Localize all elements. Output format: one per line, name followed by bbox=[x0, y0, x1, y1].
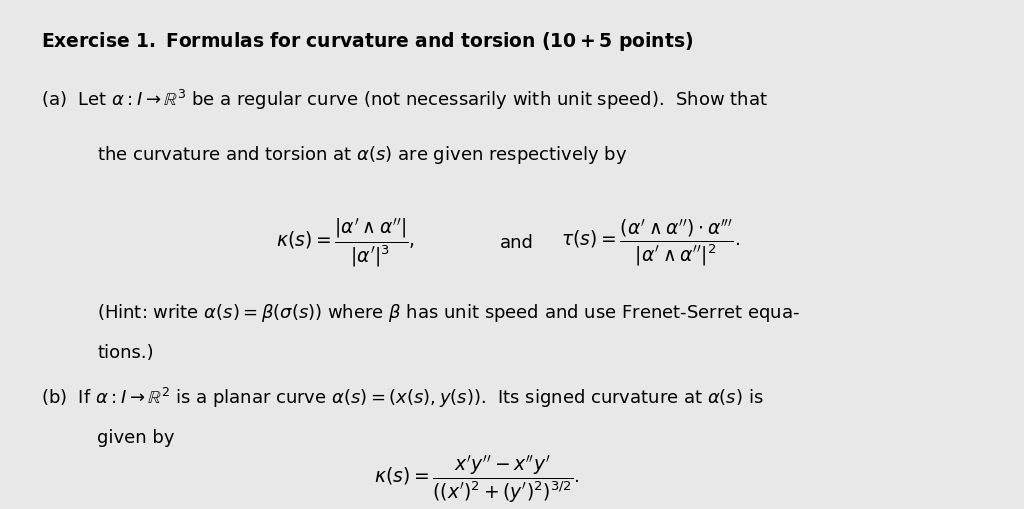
Text: $\tau(s) = \dfrac{(\alpha' \wedge \alpha'') \cdot \alpha'''}{|\alpha' \wedge \al: $\tau(s) = \dfrac{(\alpha' \wedge \alpha… bbox=[561, 217, 740, 268]
Text: tions.): tions.) bbox=[97, 344, 154, 361]
Text: (b)  If $\alpha : I \rightarrow \mathbb{R}^2$ is a planar curve $\alpha(s) = (x(: (b) If $\alpha : I \rightarrow \mathbb{R… bbox=[41, 385, 764, 409]
Text: $\mathbf{Exercise\ 1.\ Formulas\ for\ curvature\ and\ torsion\ (10 + 5\ points)}: $\mathbf{Exercise\ 1.\ Formulas\ for\ cu… bbox=[41, 30, 693, 53]
Text: (a)  Let $\alpha : I \rightarrow \mathbb{R}^3$ be a regular curve (not necessari: (a) Let $\alpha : I \rightarrow \mathbb{… bbox=[41, 88, 768, 112]
Text: the curvature and torsion at $\alpha(s)$ are given respectively by: the curvature and torsion at $\alpha(s)$… bbox=[97, 144, 628, 166]
Text: given by: given by bbox=[97, 429, 175, 446]
Text: $\kappa(s) = \dfrac{|\alpha' \wedge \alpha''|}{|\alpha'|^3},$: $\kappa(s) = \dfrac{|\alpha' \wedge \alp… bbox=[276, 216, 416, 269]
Text: (Hint: write $\alpha(s) = \beta(\sigma(s))$ where $\beta$ has unit speed and use: (Hint: write $\alpha(s) = \beta(\sigma(s… bbox=[97, 301, 800, 323]
Text: $\kappa(s) = \dfrac{x'y'' - x''y'}{((x')^2 + (y')^2)^{3/2}}.$: $\kappa(s) = \dfrac{x'y'' - x''y'}{((x')… bbox=[374, 453, 580, 504]
Text: and: and bbox=[500, 234, 534, 251]
